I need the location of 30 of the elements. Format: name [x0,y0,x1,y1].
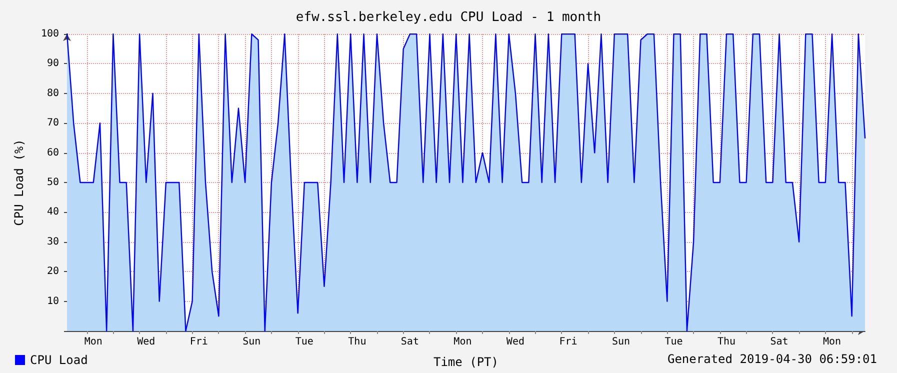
y-tick-label: 30 [46,236,59,248]
legend-label: CPU Load [30,353,88,367]
y-tick-label: 20 [46,266,59,278]
y-tick-label: 80 [46,88,59,99]
y-tick-label: 40 [46,206,59,218]
chart-title: efw.ssl.berkeley.edu CPU Load - 1 month [296,10,602,25]
y-tick-label: 70 [46,118,59,129]
x-tick-label: Tue [295,336,314,348]
x-tick-label: Mon [454,336,472,348]
x-tick-label: Sun [242,336,261,348]
x-tick-label: Tue [664,336,683,348]
y-tick-label: 10 [46,296,59,307]
x-tick-label: Fri [190,336,208,348]
x-tick-label: Sun [612,336,630,348]
x-tick-label: Fri [559,336,578,348]
y-tick-label: 90 [46,58,59,70]
x-tick-label: Mon [84,336,102,348]
x-tick-label: Wed [137,336,156,348]
x-tick-label: Sat [400,336,419,348]
y-tick-label: 100 [40,28,59,40]
x-tick-label: Thu [348,336,366,348]
x-tick-label: Mon [822,336,842,348]
x-tick-label: Thu [717,336,736,348]
text: Generated 2019-04-30 06:59:01 [667,352,877,366]
x-tick-label: Wed [506,336,524,348]
y-tick-label: 50 [46,177,59,188]
x-axis-title: Time (PT) [433,355,499,369]
y-axis-title: CPU Load (%) [12,139,26,226]
x-tick-label: Sat [770,336,788,348]
y-tick-label: 60 [46,147,59,158]
